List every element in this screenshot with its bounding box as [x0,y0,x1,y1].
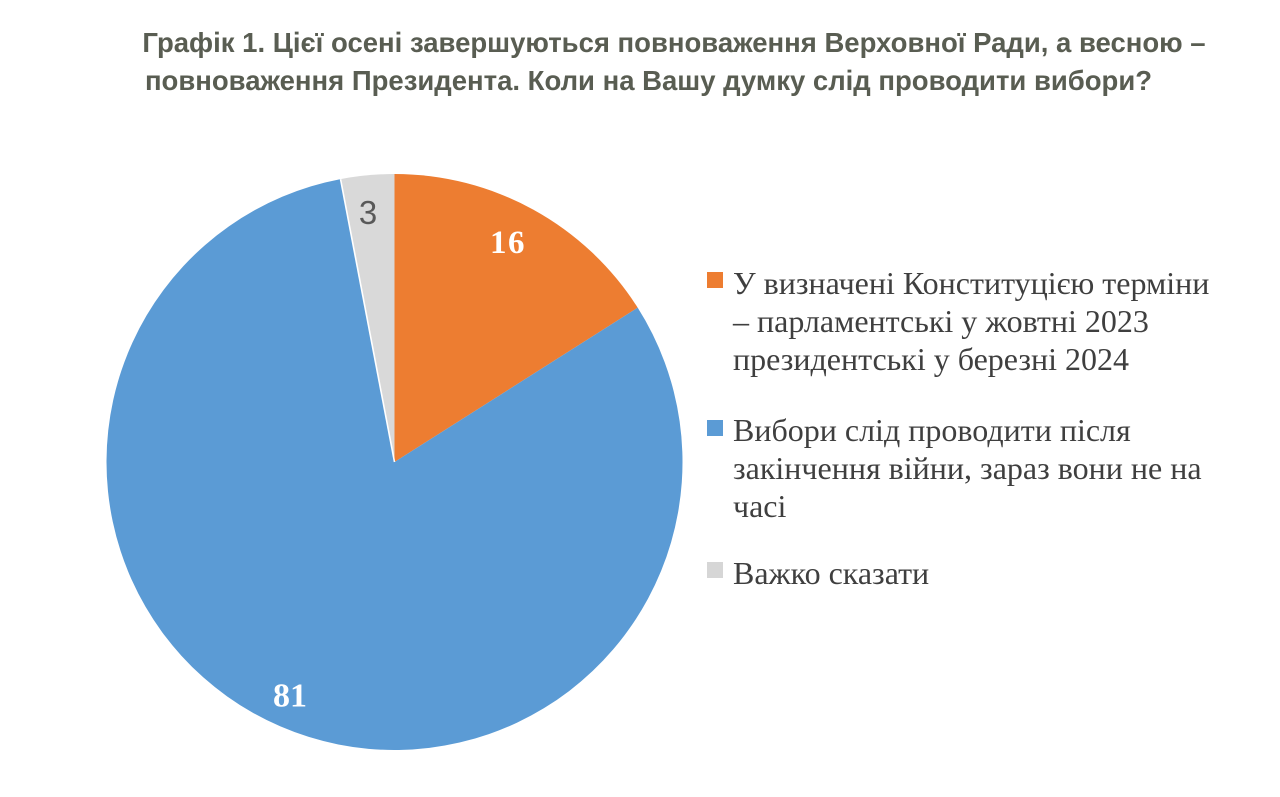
svg-text:81: 81 [273,678,307,715]
svg-text:3: 3 [359,194,377,231]
svg-text:16: 16 [490,225,526,261]
